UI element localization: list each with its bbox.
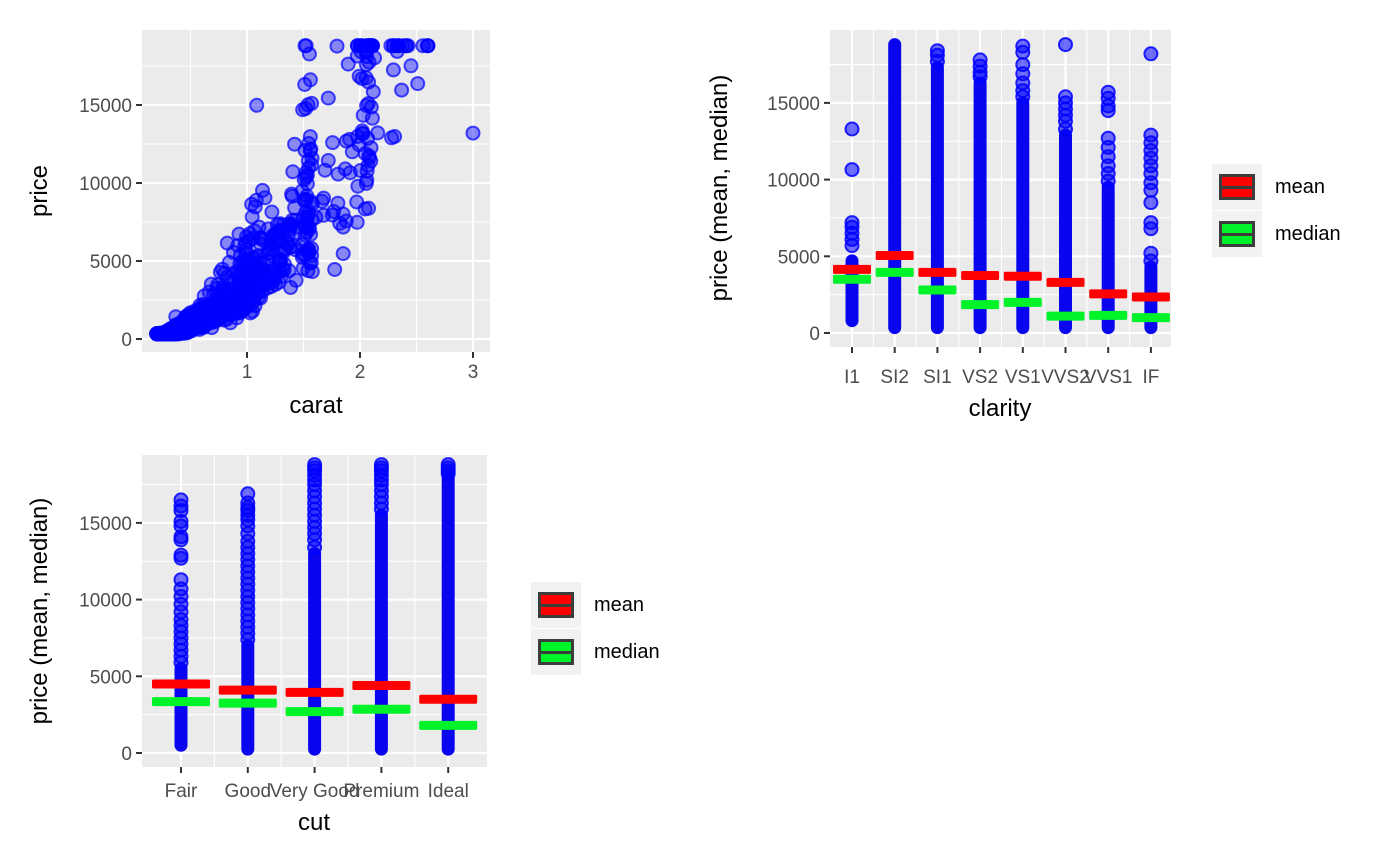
point bbox=[231, 226, 247, 242]
point bbox=[373, 457, 389, 473]
x-tick-label: Good bbox=[225, 781, 271, 802]
x-tick-label: Fair bbox=[165, 781, 198, 802]
legend-key bbox=[531, 582, 581, 628]
point bbox=[232, 284, 248, 300]
point-column bbox=[241, 639, 255, 756]
legend-key bbox=[1212, 211, 1262, 257]
point bbox=[268, 225, 283, 241]
legend-key bbox=[1212, 164, 1262, 210]
mean-crossbar bbox=[152, 679, 210, 689]
legend-label-mean: mean bbox=[594, 593, 645, 616]
y-tick-label: 0 bbox=[121, 330, 132, 351]
legend-clarity: mean median bbox=[1212, 164, 1341, 257]
crossbar-midline bbox=[541, 650, 571, 654]
mean-crossbar bbox=[285, 687, 344, 697]
point bbox=[209, 289, 225, 305]
data-points bbox=[149, 38, 481, 342]
point bbox=[307, 457, 323, 473]
legend-item-mean: mean bbox=[531, 582, 660, 628]
axis-labels: 0 5000 10000 15000 1 2 3 bbox=[79, 96, 478, 383]
point bbox=[160, 326, 176, 342]
legend-label-median: median bbox=[1275, 222, 1341, 245]
point bbox=[240, 486, 256, 502]
x-tick-label: 3 bbox=[468, 362, 479, 383]
median-crossbar bbox=[352, 704, 411, 714]
legend-item-median: median bbox=[1212, 211, 1341, 257]
point bbox=[255, 260, 271, 276]
mean-crossbar bbox=[218, 685, 277, 695]
point bbox=[198, 313, 214, 329]
point bbox=[440, 457, 456, 473]
x-axis-title: cut bbox=[298, 809, 330, 836]
crossbar-midline bbox=[1222, 232, 1252, 236]
mean-crossbar bbox=[352, 681, 411, 691]
median-crossbar-swatch bbox=[1219, 221, 1255, 247]
x-tick-label: Ideal bbox=[428, 781, 469, 802]
point bbox=[231, 266, 247, 282]
mean-crossbar-swatch bbox=[538, 592, 574, 618]
point bbox=[212, 264, 228, 280]
y-tick-label: 5000 bbox=[90, 667, 132, 688]
point bbox=[176, 316, 192, 332]
point-column bbox=[308, 547, 322, 756]
mean-crossbar-swatch bbox=[1219, 174, 1255, 200]
y-tick-label: 10000 bbox=[79, 591, 132, 612]
median-crossbar bbox=[218, 698, 277, 708]
legend-item-median: median bbox=[531, 629, 660, 675]
median-crossbar bbox=[285, 707, 344, 717]
y-tick-label: 10000 bbox=[79, 174, 132, 195]
y-axis-title: price bbox=[26, 165, 53, 217]
point bbox=[173, 572, 189, 588]
median-crossbar-swatch bbox=[538, 639, 574, 665]
median-crossbar bbox=[152, 697, 210, 707]
x-tick-label: 1 bbox=[242, 362, 253, 383]
median-crossbar bbox=[419, 720, 478, 730]
legend-label-median: median bbox=[594, 640, 660, 663]
point bbox=[173, 547, 189, 563]
point-column bbox=[441, 470, 455, 756]
legend-key bbox=[531, 629, 581, 675]
y-tick-label: 5000 bbox=[90, 252, 132, 273]
point bbox=[249, 97, 265, 113]
y-axis-title: price (mean, median) bbox=[26, 498, 53, 725]
legend-label-mean: mean bbox=[1275, 175, 1326, 198]
y-tick-label: 15000 bbox=[79, 514, 132, 535]
point-column bbox=[174, 662, 188, 752]
point bbox=[173, 492, 189, 508]
crossbar-midline bbox=[1222, 185, 1252, 189]
crossbar-midline bbox=[541, 603, 571, 607]
legend-cut: mean median bbox=[531, 582, 660, 675]
x-tick-label: Premium bbox=[343, 781, 419, 802]
x-axis-title: carat bbox=[289, 392, 343, 419]
point bbox=[264, 204, 280, 220]
point-column bbox=[374, 508, 388, 756]
y-tick-label: 0 bbox=[121, 744, 132, 765]
legend-item-mean: mean bbox=[1212, 164, 1341, 210]
x-tick-label: 2 bbox=[355, 362, 366, 383]
mean-crossbar bbox=[419, 694, 478, 704]
y-tick-label: 15000 bbox=[79, 96, 132, 117]
